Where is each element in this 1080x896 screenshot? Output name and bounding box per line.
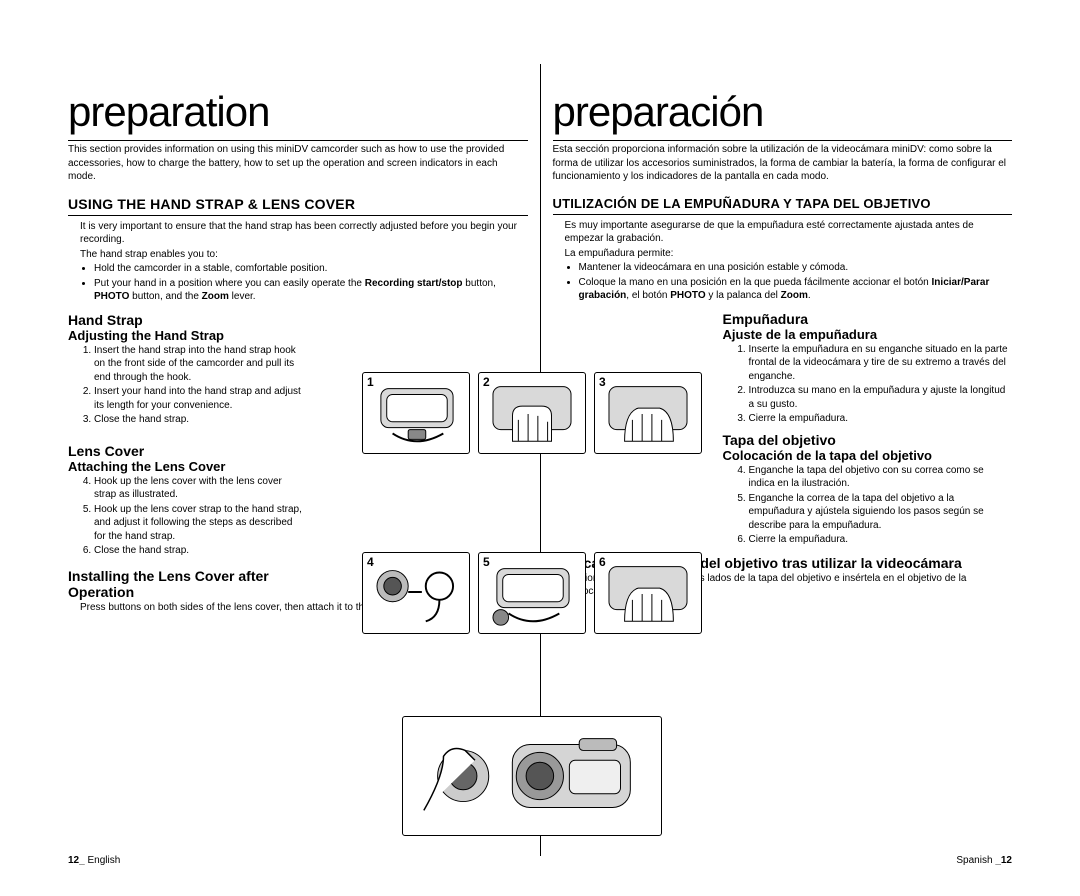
footer-en: 12_ English <box>68 855 120 866</box>
install-lenscover-icon <box>403 717 661 835</box>
figure-row-2: 4 5 6 <box>362 552 702 634</box>
bullets-en: Hold the camcorder in a stable, comforta… <box>68 262 528 304</box>
bullet-en-1: Hold the camcorder in a stable, comforta… <box>94 262 528 276</box>
bullet-es-1: Mantener la videocámara en una posición … <box>579 261 1013 275</box>
figure-4: 4 <box>362 552 470 634</box>
title-es: preparación <box>553 88 1013 141</box>
hs-step-en-2: Insert your hand into the hand strap and… <box>94 385 306 412</box>
camcorder-strap-icon <box>363 373 469 453</box>
hs-steps-en: Insert the hand strap into the hand stra… <box>68 344 306 427</box>
para1-es: Es muy importante asegurarse de que la e… <box>553 219 1013 246</box>
fig-num-5: 5 <box>483 555 490 569</box>
lc-steps-en: Hook up the lens cover with the lens cov… <box>68 475 306 558</box>
hs-step-es-3: Cierre la empuñadura. <box>749 412 1013 426</box>
handstrap-head-es: Empuñadura <box>723 311 1013 327</box>
footer-num-es: _12 <box>995 855 1012 866</box>
title-en: preparation <box>68 88 528 141</box>
figure-6: 6 <box>594 552 702 634</box>
section-head-en: USING THE HAND STRAP & LENS COVER <box>68 196 528 216</box>
hand-insert-icon <box>479 373 585 453</box>
lc-step-en-4: Hook up the lens cover with the lens cov… <box>94 475 306 502</box>
bullets-es: Mantener la videocámara en una posición … <box>553 261 1013 303</box>
bullet-en-2: Put your hand in a position where you ca… <box>94 277 528 304</box>
attaching-head-en: Attaching the Lens Cover <box>68 459 306 474</box>
lc-step-en-5: Hook up the lens cover strap to the hand… <box>94 503 306 544</box>
section-head-es: UTILIZACIÓN DE LA EMPUÑADURA Y TAPA DEL … <box>553 196 1013 215</box>
hs-step-es-2: Introduzca su mano en la empuñadura y aj… <box>749 384 1013 411</box>
lenscover-strap-icon <box>363 553 469 633</box>
figure-big <box>362 706 662 836</box>
bullet-es-2: Coloque la mano en una posición en la qu… <box>579 276 1013 303</box>
intro-es: Esta sección proporciona información sob… <box>553 143 1013 184</box>
adjusting-head-en: Adjusting the Hand Strap <box>68 328 306 343</box>
para1-en: It is very important to ensure that the … <box>68 220 528 247</box>
footer-lang-es: Spanish <box>956 855 995 866</box>
para2-es: La empuñadura permite: <box>553 247 1013 261</box>
lc-step-es-4: Enganche la tapa del objetivo con su cor… <box>749 464 1013 491</box>
figure-1: 1 <box>362 372 470 454</box>
lc-step-en-6: Close the hand strap. <box>94 544 306 558</box>
hs-step-en-3: Close the hand strap. <box>94 413 306 427</box>
hs-step-en-1: Insert the hand strap into the hand stra… <box>94 344 306 385</box>
fig-num-2: 2 <box>483 375 490 389</box>
figure-install <box>402 716 662 836</box>
fig-num-1: 1 <box>367 375 374 389</box>
footer-lang-en: English <box>85 855 121 866</box>
figure-2: 2 <box>478 372 586 454</box>
installing-head-en: Installing the Lens Cover after Operatio… <box>68 568 306 600</box>
lenscover-head-es: Tapa del objetivo <box>723 432 1013 448</box>
lc-steps-es: Enganche la tapa del objetivo con su cor… <box>723 464 1013 547</box>
figure-row-1: 1 2 3 <box>362 372 702 454</box>
handstrap-head-en: Hand Strap <box>68 312 306 328</box>
lc-step-es-5: Enganche la correa de la tapa del objeti… <box>749 492 1013 533</box>
hand-close2-icon <box>595 553 701 633</box>
attaching-head-es: Colocación de la tapa del objetivo <box>723 448 1013 463</box>
footer-num-en: 12_ <box>68 855 85 866</box>
lc-step-es-6: Cierre la empuñadura. <box>749 533 1013 547</box>
lenscover-attach-icon <box>479 553 585 633</box>
manual-page: preparation This section provides inform… <box>0 0 1080 896</box>
hand-close-icon <box>595 373 701 453</box>
fig-num-4: 4 <box>367 555 374 569</box>
lenscover-head-en: Lens Cover <box>68 443 306 459</box>
hs-steps-es: Inserte la empuñadura en su enganche sit… <box>723 343 1013 426</box>
figure-3: 3 <box>594 372 702 454</box>
figure-5: 5 <box>478 552 586 634</box>
para2-en: The hand strap enables you to: <box>68 248 528 262</box>
intro-en: This section provides information on usi… <box>68 143 528 184</box>
hs-step-es-1: Inserte la empuñadura en su enganche sit… <box>749 343 1013 384</box>
fig-num-3: 3 <box>599 375 606 389</box>
adjusting-head-es: Ajuste de la empuñadura <box>723 327 1013 342</box>
footer-es: Spanish _12 <box>956 855 1012 866</box>
fig-num-6: 6 <box>599 555 606 569</box>
